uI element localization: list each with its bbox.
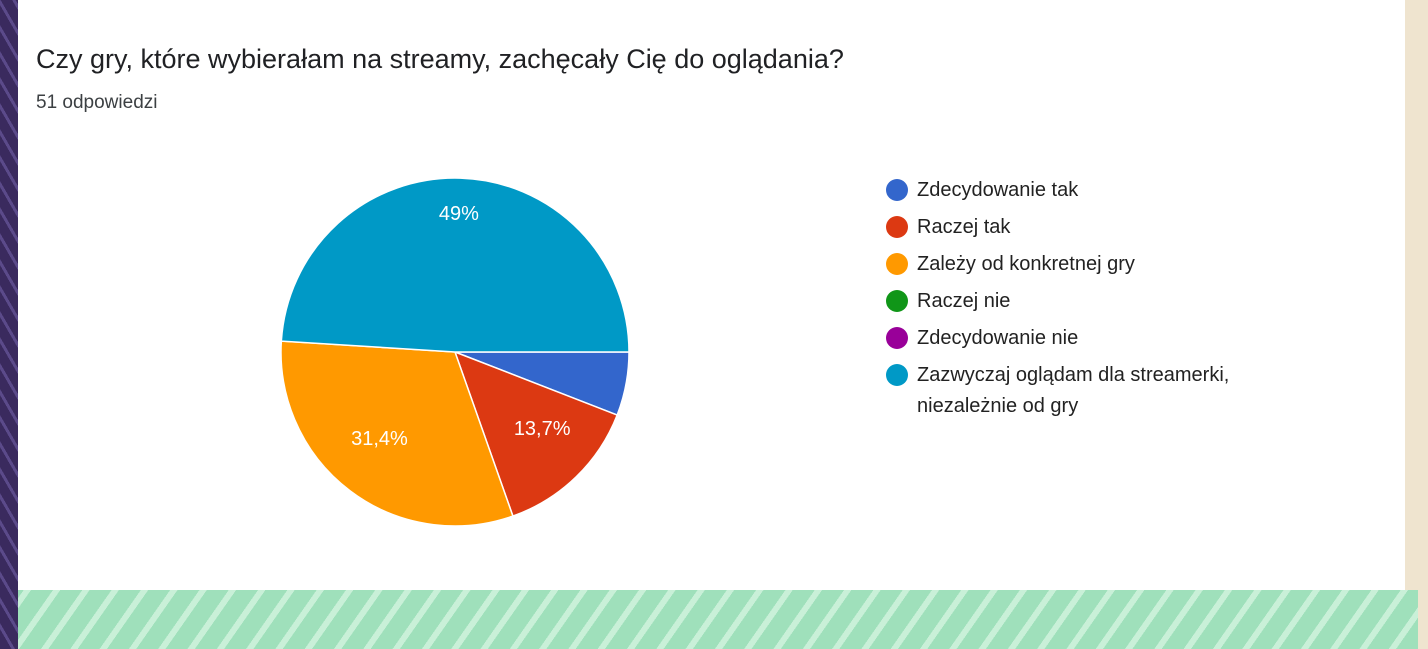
legend-swatch [886,179,908,201]
data-label: 31,4% [351,428,408,450]
legend-swatch [886,253,908,275]
legend-swatch [886,327,908,349]
chart-card: Czy gry, które wybierałam na streamy, za… [18,0,1405,590]
pie-slice [453,350,619,518]
legend-item: Zazwyczaj oglądam dla streamerki, niezal… [884,360,1284,422]
legend-label: Raczej nie [917,290,1011,312]
legend-item: Zdecydowanie tak [884,175,1284,206]
legend-item: Raczej tak [884,212,1284,243]
decoration [1405,0,1428,649]
pie-chart: 13,7% 31,4% 49% [280,177,630,527]
legend-item: Raczej nie [884,286,1284,317]
legend-item: Zdecydowanie nie [884,323,1284,354]
legend-label: Raczej tak [917,216,1011,238]
legend-item: Zależy od konkretnej gry [884,249,1284,280]
legend-swatch [886,216,908,238]
legend-label: Zazwyczaj oglądam dla streamerki, niezal… [917,364,1230,417]
pie-slice [280,340,514,527]
legend-swatch [886,290,908,312]
legend: Zdecydowanie tak Raczej tak Zależy od konk… [884,175,1284,428]
chart-title: Czy gry, które wybierałam na streamy, za… [36,44,844,74]
pie-slice [280,177,630,353]
legend-swatch [886,364,908,386]
decoration [0,0,18,649]
legend-label: Zależy od konkretnej gry [917,253,1135,275]
data-label: 13,7% [514,418,571,440]
chart-subtitle: 51 odpowiedzi [36,92,158,113]
legend-label: Zdecydowanie nie [917,327,1079,349]
legend-label: Zdecydowanie tak [917,179,1079,201]
decoration [18,590,1418,649]
data-label: 49% [439,203,479,225]
